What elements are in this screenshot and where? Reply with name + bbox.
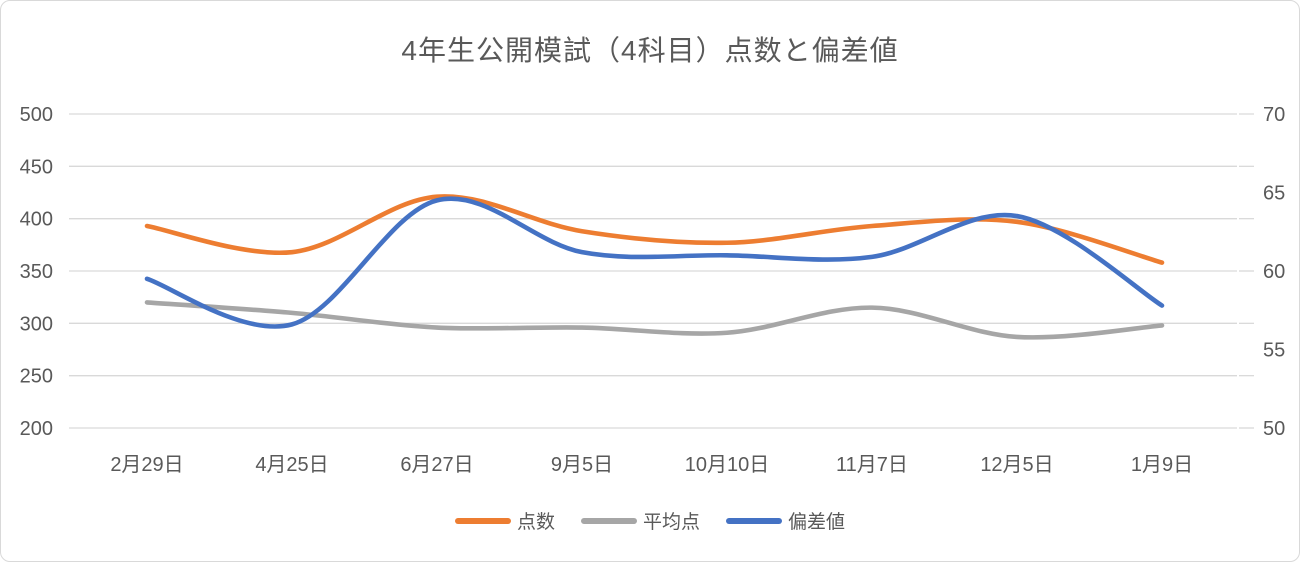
x-axis-label: 9月5日 [551,454,613,476]
legend-item-deviation: 偏差値 [726,507,845,534]
y-axis-label-left: 200 [20,418,53,440]
y-axis-label-left: 350 [20,261,53,283]
y-axis-label-right: 55 [1263,340,1285,362]
x-axis-label: 1月9日 [1131,454,1193,476]
y-axis-label-right: 60 [1263,261,1285,283]
y-axis-label-right: 50 [1263,418,1285,440]
x-axis-label: 12月5日 [980,454,1053,476]
y-axis-label-right: 65 [1263,183,1285,205]
y-axis-label-left: 400 [20,209,53,231]
x-axis-label: 11月7日 [836,454,908,476]
chart-title: 4年生公開模試（4科目）点数と偏差値 [401,35,899,66]
series-line-deviation [144,196,1165,329]
legend-item-scores: 点数 [454,507,555,534]
x-axis-label: 10月10日 [685,454,770,476]
x-axis-label: 2月29日 [110,454,183,476]
y-axis-label-right: 70 [1263,104,1285,126]
x-axis-label: 6月27日 [400,454,473,476]
chart-legend: 点数 平均点 偏差値 [1,507,1299,534]
deviation-line-swatch [726,517,782,524]
legend-label-deviation: 偏差値 [788,512,846,533]
legend-label-average: 平均点 [642,512,700,533]
scores-line-swatch [454,517,511,524]
y-axis-label-left: 300 [20,313,53,335]
series-line-scores [144,194,1165,265]
y-axis-label-left: 250 [20,366,53,388]
y-axis-label-left: 450 [20,156,53,178]
y-axis-label-left: 500 [20,104,53,126]
x-axis-label: 4月25日 [255,454,328,476]
legend-label-scores: 点数 [516,512,555,533]
average-line-swatch [580,517,637,524]
legend-item-average: 平均点 [580,507,700,534]
